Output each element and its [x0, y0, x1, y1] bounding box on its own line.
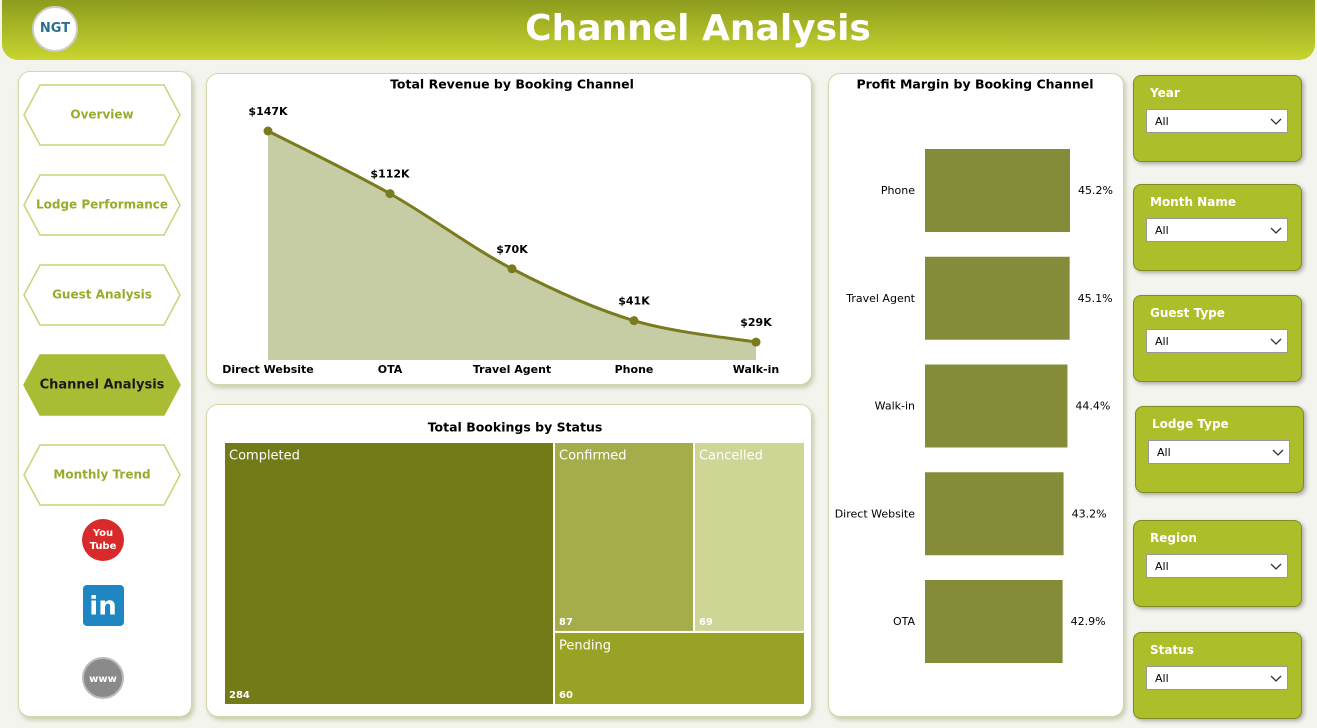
data-label: $29K — [740, 316, 772, 329]
nav-label: Guest Analysis — [52, 288, 152, 302]
y-tick-label: OTA — [893, 615, 916, 628]
x-tick-label: Phone — [615, 363, 654, 376]
nav-label: Lodge Performance — [36, 198, 168, 212]
dropdown[interactable]: All — [1146, 554, 1288, 578]
x-tick-label: OTA — [378, 363, 403, 376]
chart-title: Profit Margin by Booking Channel — [856, 77, 1093, 92]
data-label: $41K — [618, 295, 650, 308]
x-tick-label: Travel Agent — [473, 363, 551, 376]
tile-label: Completed — [229, 449, 300, 464]
chevron-line — [1270, 563, 1282, 570]
tile-label: Pending — [559, 638, 611, 653]
y-tick-label: Travel Agent — [845, 292, 915, 305]
tile-value: 69 — [699, 617, 713, 628]
data-label: 42.9% — [1071, 615, 1106, 628]
dropdown[interactable]: All — [1146, 329, 1288, 353]
filter-label: Month Name — [1150, 195, 1236, 209]
tile-value: 87 — [559, 617, 573, 628]
chevron-line — [1270, 118, 1282, 125]
chevron-line — [1270, 338, 1282, 345]
tile — [694, 443, 804, 631]
chart-title: Total Bookings by Status — [428, 420, 603, 435]
icon-text: Tube — [90, 541, 117, 552]
linkedin-icon — [83, 585, 124, 626]
y-tick-label: Walk-in — [875, 400, 915, 413]
point — [507, 264, 517, 274]
point — [385, 189, 395, 199]
data-label: 43.2% — [1072, 507, 1107, 520]
bar — [925, 149, 1070, 232]
y-tick-label: Direct Website — [835, 507, 916, 520]
nav-button[interactable] — [23, 444, 181, 506]
web-icon — [82, 657, 124, 699]
filter-card: Region All — [1133, 520, 1302, 607]
nav-button[interactable] — [23, 354, 181, 416]
bar — [925, 256, 1070, 340]
chevron — [1270, 227, 1282, 234]
chevron-line — [1270, 675, 1282, 682]
chevron-line — [1272, 449, 1284, 456]
chevron — [1272, 449, 1284, 456]
data-label: 45.2% — [1078, 184, 1113, 197]
filter-card: Status All — [1133, 632, 1302, 719]
nav-button[interactable] — [23, 174, 181, 236]
chevron — [1270, 563, 1282, 570]
filter-label: Lodge Type — [1152, 417, 1229, 431]
y-tick-label: Phone — [881, 184, 915, 197]
x-tick-label: Direct Website — [222, 363, 314, 376]
youtube-icon — [82, 519, 124, 561]
tile — [555, 443, 693, 631]
data-label: $112K — [370, 168, 410, 181]
tile-value: 284 — [229, 690, 250, 701]
dropdown[interactable]: All — [1146, 218, 1288, 242]
data-label: 45.1% — [1078, 292, 1113, 305]
data-label: $70K — [496, 243, 528, 256]
chevron — [1270, 338, 1282, 345]
point — [629, 316, 639, 326]
dropdown[interactable]: All — [1146, 109, 1288, 133]
point — [263, 126, 273, 136]
nav-label: Channel Analysis — [40, 378, 165, 393]
nav-button[interactable] — [23, 84, 181, 146]
chart-title: Total Revenue by Booking Channel — [390, 77, 634, 92]
area — [268, 131, 756, 360]
data-label: 44.4% — [1075, 400, 1110, 413]
tile-label: Confirmed — [559, 449, 627, 464]
chevron-line — [1270, 227, 1282, 234]
page-title: Channel Analysis — [525, 8, 871, 49]
tile-value: 60 — [559, 690, 573, 701]
data-label: $147K — [248, 105, 288, 118]
filter-card: Month Name All — [1133, 184, 1302, 271]
filter-card: Year All — [1133, 75, 1302, 162]
filter-label: Year — [1150, 86, 1180, 100]
nav-label: Overview — [70, 108, 133, 122]
dropdown[interactable]: All — [1148, 440, 1290, 464]
logo: NGT — [32, 6, 78, 52]
x-tick-label: Walk-in — [733, 363, 779, 376]
chevron — [1270, 675, 1282, 682]
filter-label: Guest Type — [1150, 306, 1225, 320]
nav-button[interactable] — [23, 264, 181, 326]
point — [751, 337, 761, 347]
filter-label: Region — [1150, 531, 1197, 545]
bar — [925, 364, 1068, 448]
tile — [555, 632, 804, 704]
filter-card: Guest Type All — [1133, 295, 1302, 382]
filter-card: Lodge Type All — [1135, 406, 1304, 493]
nav-label: Monthly Trend — [53, 468, 150, 482]
icon-text: www — [89, 674, 117, 685]
filter-label: Status — [1150, 643, 1194, 657]
tile-label: Cancelled — [699, 449, 763, 464]
tile — [225, 443, 554, 704]
icon-text: in — [89, 592, 116, 622]
bar — [925, 580, 1063, 663]
icon-text: You — [92, 528, 113, 539]
bar — [925, 472, 1064, 556]
dropdown[interactable]: All — [1146, 666, 1288, 690]
header — [2, 0, 1315, 60]
chevron — [1270, 118, 1282, 125]
